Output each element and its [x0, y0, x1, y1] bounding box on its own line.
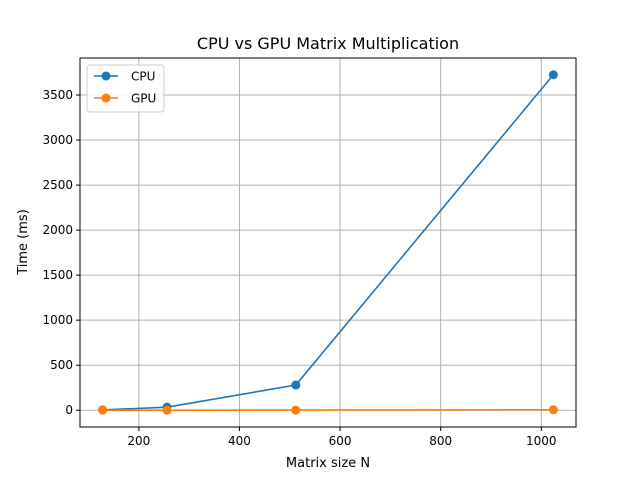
series-gpu	[98, 405, 558, 415]
gpu-point	[98, 405, 108, 415]
y-tick-label: 500	[50, 358, 73, 372]
x-tick-label: 800	[429, 434, 452, 448]
gpu-point	[548, 405, 558, 415]
legend-label-gpu: GPU	[131, 92, 156, 106]
cpu-point	[291, 380, 301, 390]
legend: CPU GPU	[86, 64, 165, 113]
y-tick-label: 2500	[42, 178, 73, 192]
y-axis-title: Time (ms)	[16, 209, 31, 276]
x-axis-title: Matrix size N	[286, 456, 370, 471]
y-tick-label: 3500	[42, 88, 73, 102]
legend-label-cpu: CPU	[131, 70, 155, 84]
grid	[80, 58, 576, 427]
y-axis-ticks: 0 500 1000 1500 2000 2500 3000 3500	[42, 88, 80, 417]
cpu-line	[102, 74, 554, 411]
x-tick-label: 400	[228, 434, 251, 448]
y-tick-label: 2000	[42, 223, 73, 237]
series-cpu	[98, 70, 558, 415]
chart-title: CPU vs GPU Matrix Multiplication	[197, 34, 459, 53]
legend-marker-cpu	[101, 71, 111, 81]
x-tick-label: 600	[329, 434, 352, 448]
x-tick-label: 200	[127, 434, 150, 448]
y-tick-label: 1500	[42, 268, 73, 282]
gpu-point	[291, 405, 301, 415]
x-tick-label: 1000	[526, 434, 557, 448]
legend-marker-gpu	[101, 93, 111, 103]
y-tick-label: 3000	[42, 133, 73, 147]
y-tick-label: 0	[65, 403, 73, 417]
cpu-point	[548, 70, 558, 80]
series-layer	[98, 70, 558, 415]
plot-frame	[79, 57, 577, 428]
gpu-point	[162, 405, 172, 415]
y-tick-label: 1000	[42, 313, 73, 327]
x-axis-ticks: 200 400 600 800 1000	[127, 427, 557, 448]
